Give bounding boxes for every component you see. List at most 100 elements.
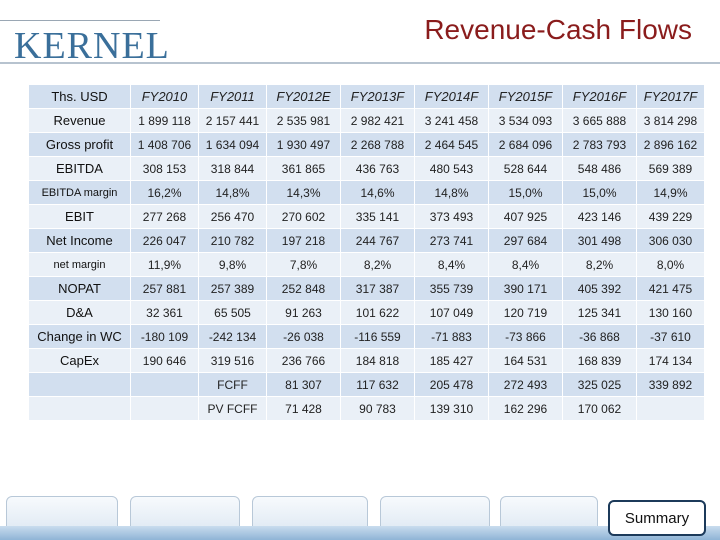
- table-cell: FY2014F: [414, 84, 489, 109]
- table-cell: 339 892: [636, 372, 705, 397]
- table-cell: 168 839: [562, 348, 637, 373]
- table-cell: [130, 396, 199, 421]
- table-cell: 162 296: [488, 396, 563, 421]
- table-cell: 71 428: [266, 396, 341, 421]
- table-cell: 170 062: [562, 396, 637, 421]
- table-cell: 257 389: [198, 276, 267, 301]
- table-cell: -242 134: [198, 324, 267, 349]
- row-label: Ths. USD: [28, 84, 131, 109]
- title-divider: [0, 62, 720, 64]
- bottom-strip: [0, 526, 720, 540]
- table-cell: 8,4%: [488, 252, 563, 277]
- table-cell: 15,0%: [488, 180, 563, 205]
- summary-button[interactable]: Summary: [608, 500, 706, 536]
- financials-table: Ths. USD FY2010 FY2011 FY2012E FY2013F FY2014…: [28, 84, 705, 421]
- table-cell: 3 534 093: [488, 108, 563, 133]
- table-cell: 2 535 981: [266, 108, 341, 133]
- table-cell: 308 153: [130, 156, 199, 181]
- row-label: net margin: [28, 252, 131, 277]
- table-cell: 14,8%: [198, 180, 267, 205]
- table-cell: 8,2%: [340, 252, 415, 277]
- table-cell: 2 896 162: [636, 132, 705, 157]
- table-cell: 480 543: [414, 156, 489, 181]
- table-cell: 125 341: [562, 300, 637, 325]
- table-header-row: Ths. USD FY2010 FY2011 FY2012E FY2013F FY2014…: [28, 84, 705, 109]
- table-cell: 11,9%: [130, 252, 199, 277]
- table-cell: 139 310: [414, 396, 489, 421]
- table-row: NOPAT 257 881 257 389 252 848 317 387 355 739…: [28, 276, 705, 301]
- table-cell: 184 818: [340, 348, 415, 373]
- table-cell: 270 602: [266, 204, 341, 229]
- table-cell: 252 848: [266, 276, 341, 301]
- table-cell: 256 470: [198, 204, 267, 229]
- table-cell: FY2012E: [266, 84, 341, 109]
- table-cell: 2 982 421: [340, 108, 415, 133]
- table-cell: 423 146: [562, 204, 637, 229]
- table-cell: 174 134: [636, 348, 705, 373]
- table-cell: FY2010: [130, 84, 199, 109]
- row-label: D&A: [28, 300, 131, 325]
- table-row: PV FCFF 71 428 90 783 139 310 162 296 170 062: [28, 396, 705, 421]
- slide-title: Revenue-Cash Flows: [424, 14, 692, 45]
- table-cell: -73 866: [488, 324, 563, 349]
- table-cell: 335 141: [340, 204, 415, 229]
- table-row: Net Income 226 047 210 782 197 218 244 767 27…: [28, 228, 705, 253]
- table-cell: 355 739: [414, 276, 489, 301]
- row-label: NOPAT: [28, 276, 131, 301]
- table-cell: 15,0%: [562, 180, 637, 205]
- table-cell: 197 218: [266, 228, 341, 253]
- table-cell: FY2015F: [488, 84, 563, 109]
- table-cell: PV FCFF: [198, 396, 267, 421]
- row-label: [28, 396, 131, 421]
- table-cell: 272 493: [488, 372, 563, 397]
- bottom-tab-bar: [0, 496, 720, 540]
- table-cell: 3 665 888: [562, 108, 637, 133]
- table-cell: 325 025: [562, 372, 637, 397]
- table-cell: 117 632: [340, 372, 415, 397]
- table-cell: 421 475: [636, 276, 705, 301]
- table-row: EBITDA 308 153 318 844 361 865 436 763 480 54…: [28, 156, 705, 181]
- row-label: Change in WC: [28, 324, 131, 349]
- table-cell: 569 389: [636, 156, 705, 181]
- table-cell: -26 038: [266, 324, 341, 349]
- table-cell: 65 505: [198, 300, 267, 325]
- table-cell: -116 559: [340, 324, 415, 349]
- table-cell: 301 498: [562, 228, 637, 253]
- table-cell: 190 646: [130, 348, 199, 373]
- table-cell: 210 782: [198, 228, 267, 253]
- table-cell: 14,6%: [340, 180, 415, 205]
- table-cell: 91 263: [266, 300, 341, 325]
- table-cell: 439 229: [636, 204, 705, 229]
- table-cell: 101 622: [340, 300, 415, 325]
- table-cell: 81 307: [266, 372, 341, 397]
- row-label: Gross profit: [28, 132, 131, 157]
- table-cell: 1 899 118: [130, 108, 199, 133]
- table-cell: 405 392: [562, 276, 637, 301]
- table-cell: 436 763: [340, 156, 415, 181]
- table-cell: FY2011: [198, 84, 267, 109]
- table-cell: 14,9%: [636, 180, 705, 205]
- table-cell: 1 408 706: [130, 132, 199, 157]
- table-row: Gross profit 1 408 706 1 634 094 1 930 497 2…: [28, 132, 705, 157]
- row-label: EBITDA margin: [28, 180, 131, 205]
- table-cell: -180 109: [130, 324, 199, 349]
- table-cell: 2 783 793: [562, 132, 637, 157]
- table-cell: 273 741: [414, 228, 489, 253]
- table-row: EBITDA margin 16,2% 14,8% 14,3% 14,6% 14,8% 15…: [28, 180, 705, 205]
- row-label: [28, 372, 131, 397]
- row-label: CapEx: [28, 348, 131, 373]
- table-cell: FY2017F: [636, 84, 705, 109]
- table-cell: 244 767: [340, 228, 415, 253]
- row-label: Revenue: [28, 108, 131, 133]
- table-cell: 318 844: [198, 156, 267, 181]
- table-cell: 2 684 096: [488, 132, 563, 157]
- row-label: EBIT: [28, 204, 131, 229]
- table-cell: 317 387: [340, 276, 415, 301]
- table-cell: 361 865: [266, 156, 341, 181]
- table-cell: [130, 372, 199, 397]
- table-cell: -36 868: [562, 324, 637, 349]
- table-row: FCFF 81 307 117 632 205 478 272 493 325 025 33…: [28, 372, 705, 397]
- table-cell: 90 783: [340, 396, 415, 421]
- table-cell: 390 171: [488, 276, 563, 301]
- table-cell: 185 427: [414, 348, 489, 373]
